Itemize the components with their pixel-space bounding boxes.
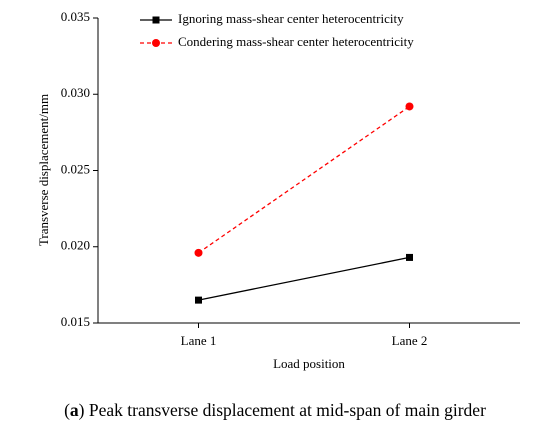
caption-open: ( xyxy=(64,400,70,420)
series-line xyxy=(198,105,410,254)
marker xyxy=(406,253,413,261)
marker xyxy=(152,16,160,24)
legend-label: Ignoring mass-shear center heterocentric… xyxy=(178,11,404,26)
marker xyxy=(152,39,160,47)
x-axis-label: Load position xyxy=(273,356,345,371)
y-tick-label: 0.020 xyxy=(61,238,90,253)
caption-label: a xyxy=(70,400,79,420)
series-line xyxy=(198,256,410,301)
y-tick-label: 0.035 xyxy=(61,9,90,24)
marker xyxy=(195,296,202,304)
x-tick-label: Lane 1 xyxy=(181,333,217,348)
y-tick-label: 0.015 xyxy=(61,314,90,329)
caption: (a) Peak transverse displacement at mid-… xyxy=(64,400,486,420)
x-tick-label: Lane 2 xyxy=(392,333,428,348)
legend-label: Condering mass-shear center heterocentri… xyxy=(178,34,414,49)
y-tick-label: 0.030 xyxy=(61,85,90,100)
y-axis-label: Transverse displacement/mm xyxy=(36,94,51,246)
caption-text: ) Peak transverse displacement at mid-sp… xyxy=(79,400,486,420)
y-tick-label: 0.025 xyxy=(61,161,90,176)
marker xyxy=(405,102,414,111)
marker xyxy=(194,248,203,257)
